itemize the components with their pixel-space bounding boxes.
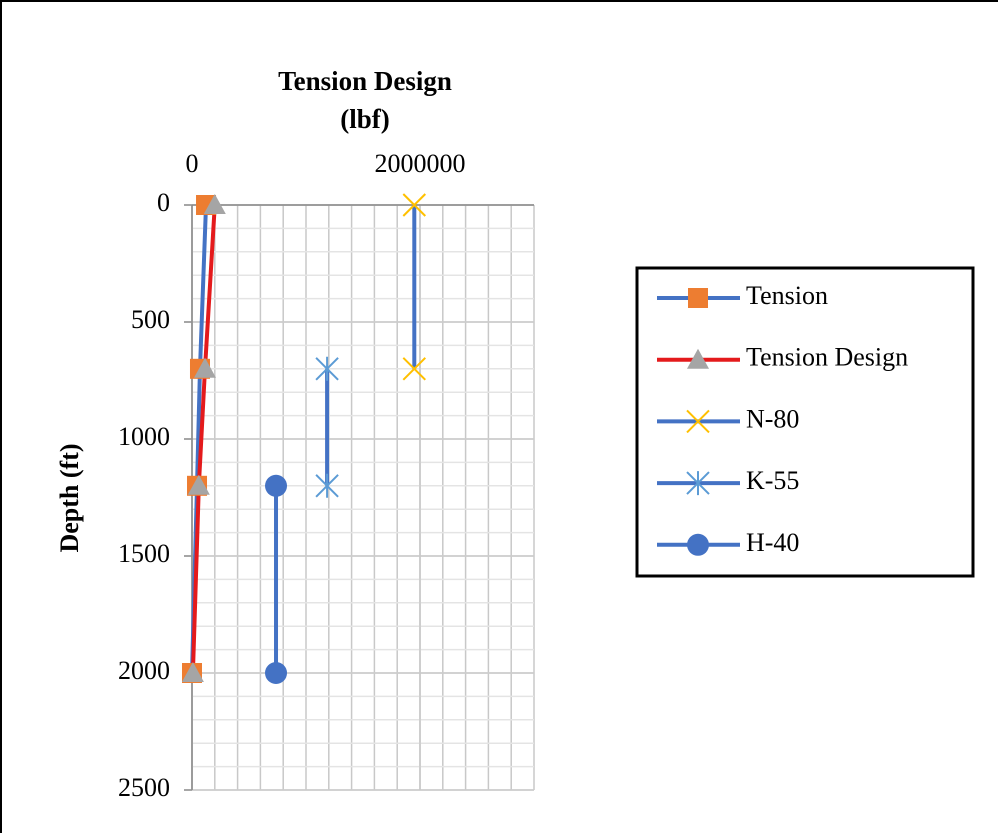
marker-square: [688, 288, 708, 308]
marker-circle: [265, 662, 288, 684]
x-tick-label: 2000000: [375, 149, 466, 178]
y-tick-label: 1500: [118, 539, 170, 568]
marker-triangle: [687, 348, 709, 369]
legend-label: N-80: [746, 404, 799, 433]
legend-entry: Tension Design: [657, 343, 908, 372]
marker: [187, 474, 210, 495]
marker: [686, 471, 710, 496]
marker-star: [686, 471, 710, 496]
marker-x: [686, 409, 710, 434]
marker: [193, 357, 216, 378]
marker-triangle: [203, 194, 226, 214]
marker: [315, 473, 339, 498]
marker-triangle: [187, 474, 210, 495]
legend-label: K-55: [746, 466, 799, 495]
legend-label: Tension Design: [746, 343, 908, 372]
y-tick-label: 1000: [118, 422, 170, 451]
legend-label: H-40: [746, 528, 799, 557]
marker-triangle: [181, 662, 204, 682]
y-tick-label: 2500: [118, 773, 170, 802]
legend-label: Tension: [746, 281, 828, 310]
legend-entry: H-40: [657, 528, 799, 557]
marker-circle: [687, 533, 709, 556]
marker: [315, 356, 339, 381]
marker: [402, 193, 427, 217]
y-tick-label: 0: [157, 188, 170, 217]
marker: [203, 194, 226, 214]
marker-star: [315, 356, 339, 381]
marker-star: [315, 473, 339, 498]
legend-entry: K-55: [657, 466, 799, 496]
marker: [265, 474, 288, 497]
marker: [687, 533, 709, 556]
marker: [181, 662, 204, 682]
marker: [265, 662, 288, 684]
y-tick-label: 2000: [118, 656, 170, 685]
marker-x: [402, 357, 427, 381]
marker-x: [402, 193, 427, 217]
marker: [688, 288, 708, 308]
x-axis-label: Tension Design (lbf): [278, 66, 452, 134]
y-tick-label: 500: [131, 305, 170, 334]
series-line: [190, 204, 217, 674]
marker: [687, 348, 709, 369]
y-axis-label: Depth (ft): [55, 443, 84, 552]
marker: [686, 409, 710, 434]
x-tick-label: 0: [186, 149, 199, 178]
marker: [402, 357, 427, 381]
marker-circle: [265, 474, 288, 497]
legend-entry: N-80: [657, 404, 799, 433]
legend-entry: Tension: [657, 281, 828, 310]
marker-triangle: [193, 357, 216, 378]
